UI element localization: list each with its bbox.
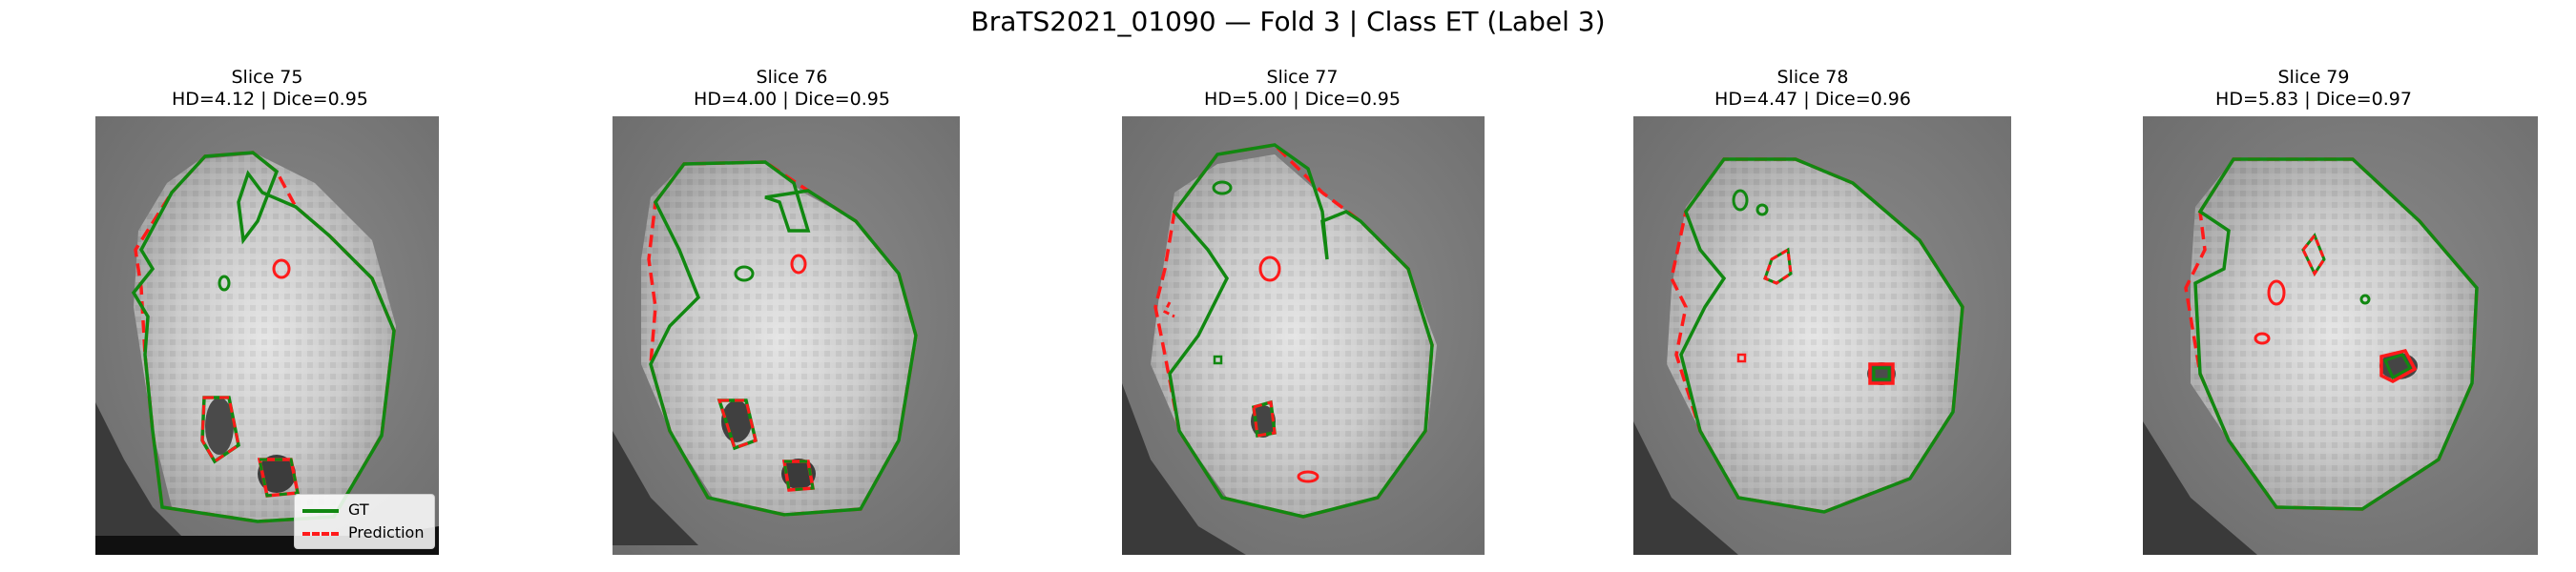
- metrics-label: HD=4.12 | Dice=0.95: [172, 89, 368, 110]
- slice-label: Slice 78: [1776, 67, 1849, 88]
- mri-panel-slice-79: [2143, 116, 2538, 555]
- prediction-contour: [1252, 400, 1277, 438]
- metrics-label: HD=4.47 | Dice=0.96: [1714, 89, 1911, 110]
- prediction-contour: [1258, 255, 1281, 282]
- prediction-contour: [790, 254, 807, 275]
- prediction-contour: [1736, 353, 1747, 363]
- dark-lesion: [781, 459, 816, 489]
- prediction-contour: [2267, 279, 2286, 306]
- gt-contour: [649, 160, 918, 517]
- scan-dark-region: [95, 402, 181, 536]
- gt-contour: [1755, 203, 1769, 216]
- gt-contour: [782, 460, 815, 492]
- figure-title: BraTS2021_01090 — Fold 3 | Class ET (Lab…: [970, 6, 1606, 37]
- slice-label: Slice 79: [2277, 67, 2350, 88]
- prediction-contour: [1297, 470, 1319, 483]
- metrics-label: HD=5.00 | Dice=0.95: [1204, 89, 1401, 110]
- mri-panel-slice-76: [613, 116, 960, 555]
- mri-panel-slice-77: [1122, 116, 1485, 555]
- metrics-label: HD=4.00 | Dice=0.95: [694, 89, 890, 110]
- gt-contour: [734, 265, 755, 282]
- slice-label: Slice 75: [231, 67, 303, 88]
- prediction-contour: [1763, 247, 1793, 285]
- prediction-contour: [272, 258, 291, 279]
- legend: GT Prediction: [294, 494, 435, 549]
- gt-contour: [218, 275, 231, 292]
- prediction-contour: [1162, 301, 1175, 318]
- panel-title-slice-79: Slice 79 HD=5.83 | Dice=0.97: [2204, 67, 2423, 111]
- scan-dark-region: [2143, 421, 2257, 555]
- panel-title-slice-77: Slice 77 HD=5.00 | Dice=0.95: [1193, 67, 1412, 111]
- dark-lesion: [205, 398, 234, 455]
- gt-contour: [1212, 180, 1233, 195]
- legend-prediction-label: Prediction: [348, 523, 425, 541]
- legend-gt-swatch: [302, 509, 339, 513]
- prediction-contour: [200, 396, 240, 464]
- prediction-contour: [2301, 233, 2326, 277]
- gt-contour: [2382, 353, 2413, 380]
- prediction-contour: [2379, 348, 2418, 383]
- scan-dark-region: [613, 431, 698, 545]
- gt-contour: [1679, 157, 1964, 514]
- gt-contour: [1213, 355, 1223, 365]
- gt-contour: [1168, 143, 1434, 519]
- gt-contour: [258, 458, 300, 498]
- legend-gt: GT: [302, 500, 432, 520]
- prediction-contour: [1868, 362, 1895, 385]
- gt-contour: [1732, 189, 1749, 212]
- prediction-contour: [717, 398, 758, 450]
- panel-title-slice-75: Slice 75 HD=4.12 | Dice=0.95: [172, 67, 368, 111]
- gt-contour: [1872, 366, 1891, 381]
- dark-lesion: [258, 455, 296, 493]
- scan-dark-region: [1122, 383, 1246, 555]
- gt-contour: [2359, 294, 2371, 305]
- prediction-contour: [2254, 332, 2271, 345]
- panel-title-slice-78: Slice 78 HD=4.47 | Dice=0.96: [1703, 67, 1922, 111]
- legend-prediction: Prediction: [302, 523, 432, 542]
- scan-dark-region: [1633, 421, 1738, 555]
- slice-label: Slice 77: [1266, 67, 1339, 88]
- gt-contour: [2193, 157, 2479, 511]
- panel-title-slice-76: Slice 76 HD=4.00 | Dice=0.95: [682, 67, 902, 111]
- legend-gt-label: GT: [348, 500, 369, 519]
- metrics-label: HD=5.83 | Dice=0.97: [2215, 89, 2412, 110]
- mri-panel-slice-75: [95, 116, 439, 555]
- gt-contour: [131, 151, 396, 523]
- mri-panel-slice-78: [1633, 116, 2011, 555]
- slice-label: Slice 76: [756, 67, 828, 88]
- legend-prediction-swatch: [302, 532, 339, 536]
